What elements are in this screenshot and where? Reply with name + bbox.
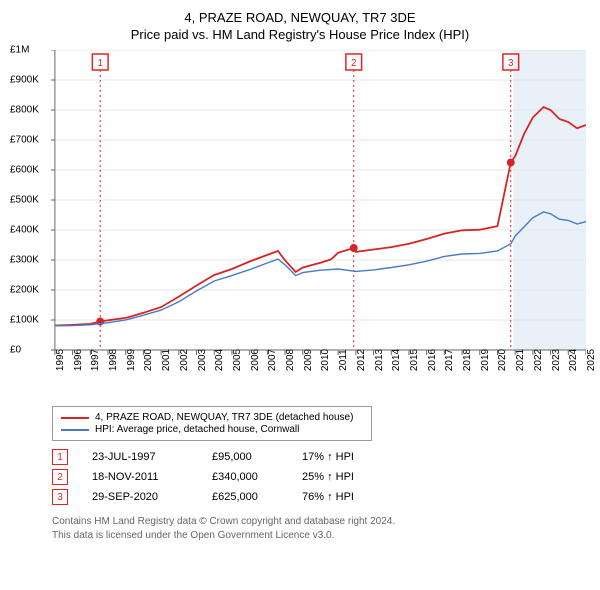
attribution-line2: This data is licensed under the Open Gov… bbox=[52, 529, 592, 543]
x-tick-label: 1996 bbox=[73, 349, 84, 371]
x-tick-label: 1998 bbox=[108, 349, 119, 371]
sale-price: £340,000 bbox=[212, 471, 302, 483]
sale-row: 3 29-SEP-2020£625,00076% ↑ HPI bbox=[52, 489, 592, 505]
legend-item: HPI: Average price, detached house, Corn… bbox=[61, 424, 363, 435]
sale-price: £95,000 bbox=[212, 451, 302, 463]
legend-label: HPI: Average price, detached house, Corn… bbox=[95, 424, 299, 435]
sale-price: £625,000 bbox=[212, 491, 302, 503]
x-tick-label: 2024 bbox=[568, 349, 579, 371]
x-tick-label: 2001 bbox=[161, 349, 172, 371]
x-tick-label: 2007 bbox=[267, 349, 278, 371]
x-tick-label: 2012 bbox=[356, 349, 367, 371]
x-tick-label: 2005 bbox=[232, 349, 243, 371]
attribution: Contains HM Land Registry data © Crown c… bbox=[52, 515, 592, 543]
x-tick-label: 2016 bbox=[427, 349, 438, 371]
sale-pct: 17% ↑ HPI bbox=[302, 451, 392, 463]
x-tick-label: 2015 bbox=[409, 349, 420, 371]
line-chart: 1 2 3 bbox=[48, 50, 586, 400]
x-tick-label: 1997 bbox=[90, 349, 101, 371]
page: 4, PRAZE ROAD, NEWQUAY, TR7 3DE Price pa… bbox=[0, 0, 600, 551]
y-tick-label: £700K bbox=[10, 135, 39, 146]
x-tick-label: 2023 bbox=[551, 349, 562, 371]
x-tick-label: 2025 bbox=[586, 349, 597, 371]
x-tick-label: 2017 bbox=[444, 349, 455, 371]
y-tick-label: £600K bbox=[10, 165, 39, 176]
x-tick-label: 2020 bbox=[497, 349, 508, 371]
chart-subtitle: Price paid vs. HM Land Registry's House … bbox=[8, 27, 592, 42]
sale-badge: 1 bbox=[52, 449, 68, 465]
y-tick-label: £200K bbox=[10, 285, 39, 296]
x-tick-label: 2003 bbox=[197, 349, 208, 371]
sale-badge: 2 bbox=[52, 469, 68, 485]
x-tick-label: 2019 bbox=[480, 349, 491, 371]
x-tick-label: 2011 bbox=[338, 349, 349, 371]
y-tick-label: £900K bbox=[10, 75, 39, 86]
attribution-line1: Contains HM Land Registry data © Crown c… bbox=[52, 515, 592, 529]
x-tick-label: 1995 bbox=[55, 349, 66, 371]
sale-row: 2 18-NOV-2011£340,00025% ↑ HPI bbox=[52, 469, 592, 485]
sale-badge: 3 bbox=[52, 489, 68, 505]
x-tick-label: 2008 bbox=[285, 349, 296, 371]
y-tick-label: £0 bbox=[10, 345, 21, 356]
x-tick-label: 2018 bbox=[462, 349, 473, 371]
x-tick-label: 2009 bbox=[303, 349, 314, 371]
x-tick-label: 2006 bbox=[250, 349, 261, 371]
x-tick-label: 2010 bbox=[320, 349, 331, 371]
x-tick-label: 2021 bbox=[515, 349, 526, 371]
sale-date: 29-SEP-2020 bbox=[92, 491, 212, 503]
chart-title: 4, PRAZE ROAD, NEWQUAY, TR7 3DE bbox=[8, 10, 592, 25]
sale-date: 18-NOV-2011 bbox=[92, 471, 212, 483]
y-tick-label: £1M bbox=[10, 45, 29, 56]
y-tick-label: £400K bbox=[10, 225, 39, 236]
x-tick-label: 2014 bbox=[391, 349, 402, 371]
legend-label: 4, PRAZE ROAD, NEWQUAY, TR7 3DE (detache… bbox=[95, 412, 353, 423]
x-tick-label: 2002 bbox=[179, 349, 190, 371]
legend: 4, PRAZE ROAD, NEWQUAY, TR7 3DE (detache… bbox=[52, 406, 372, 441]
x-tick-label: 2022 bbox=[533, 349, 544, 371]
svg-text:2: 2 bbox=[351, 58, 357, 69]
y-tick-label: £500K bbox=[10, 195, 39, 206]
sale-pct: 76% ↑ HPI bbox=[302, 491, 392, 503]
sale-row: 1 23-JUL-1997£95,00017% ↑ HPI bbox=[52, 449, 592, 465]
sales-table: 1 23-JUL-1997£95,00017% ↑ HPI 2 18-NOV-2011… bbox=[52, 449, 592, 505]
legend-swatch bbox=[61, 417, 89, 419]
chart-area: 123 £0£100K£200K£300K£400K£500K£600K£700… bbox=[48, 50, 586, 400]
y-tick-label: £100K bbox=[10, 315, 39, 326]
svg-text:1: 1 bbox=[97, 58, 103, 69]
sale-date: 23-JUL-1997 bbox=[92, 451, 212, 463]
x-tick-label: 2004 bbox=[214, 349, 225, 371]
x-tick-label: 2013 bbox=[374, 349, 385, 371]
legend-item: 4, PRAZE ROAD, NEWQUAY, TR7 3DE (detache… bbox=[61, 412, 363, 423]
sale-pct: 25% ↑ HPI bbox=[302, 471, 392, 483]
x-tick-label: 1999 bbox=[126, 349, 137, 371]
y-tick-label: £800K bbox=[10, 105, 39, 116]
y-tick-label: £300K bbox=[10, 255, 39, 266]
legend-swatch bbox=[61, 429, 89, 431]
svg-text:3: 3 bbox=[508, 58, 514, 69]
x-tick-label: 2000 bbox=[143, 349, 154, 371]
